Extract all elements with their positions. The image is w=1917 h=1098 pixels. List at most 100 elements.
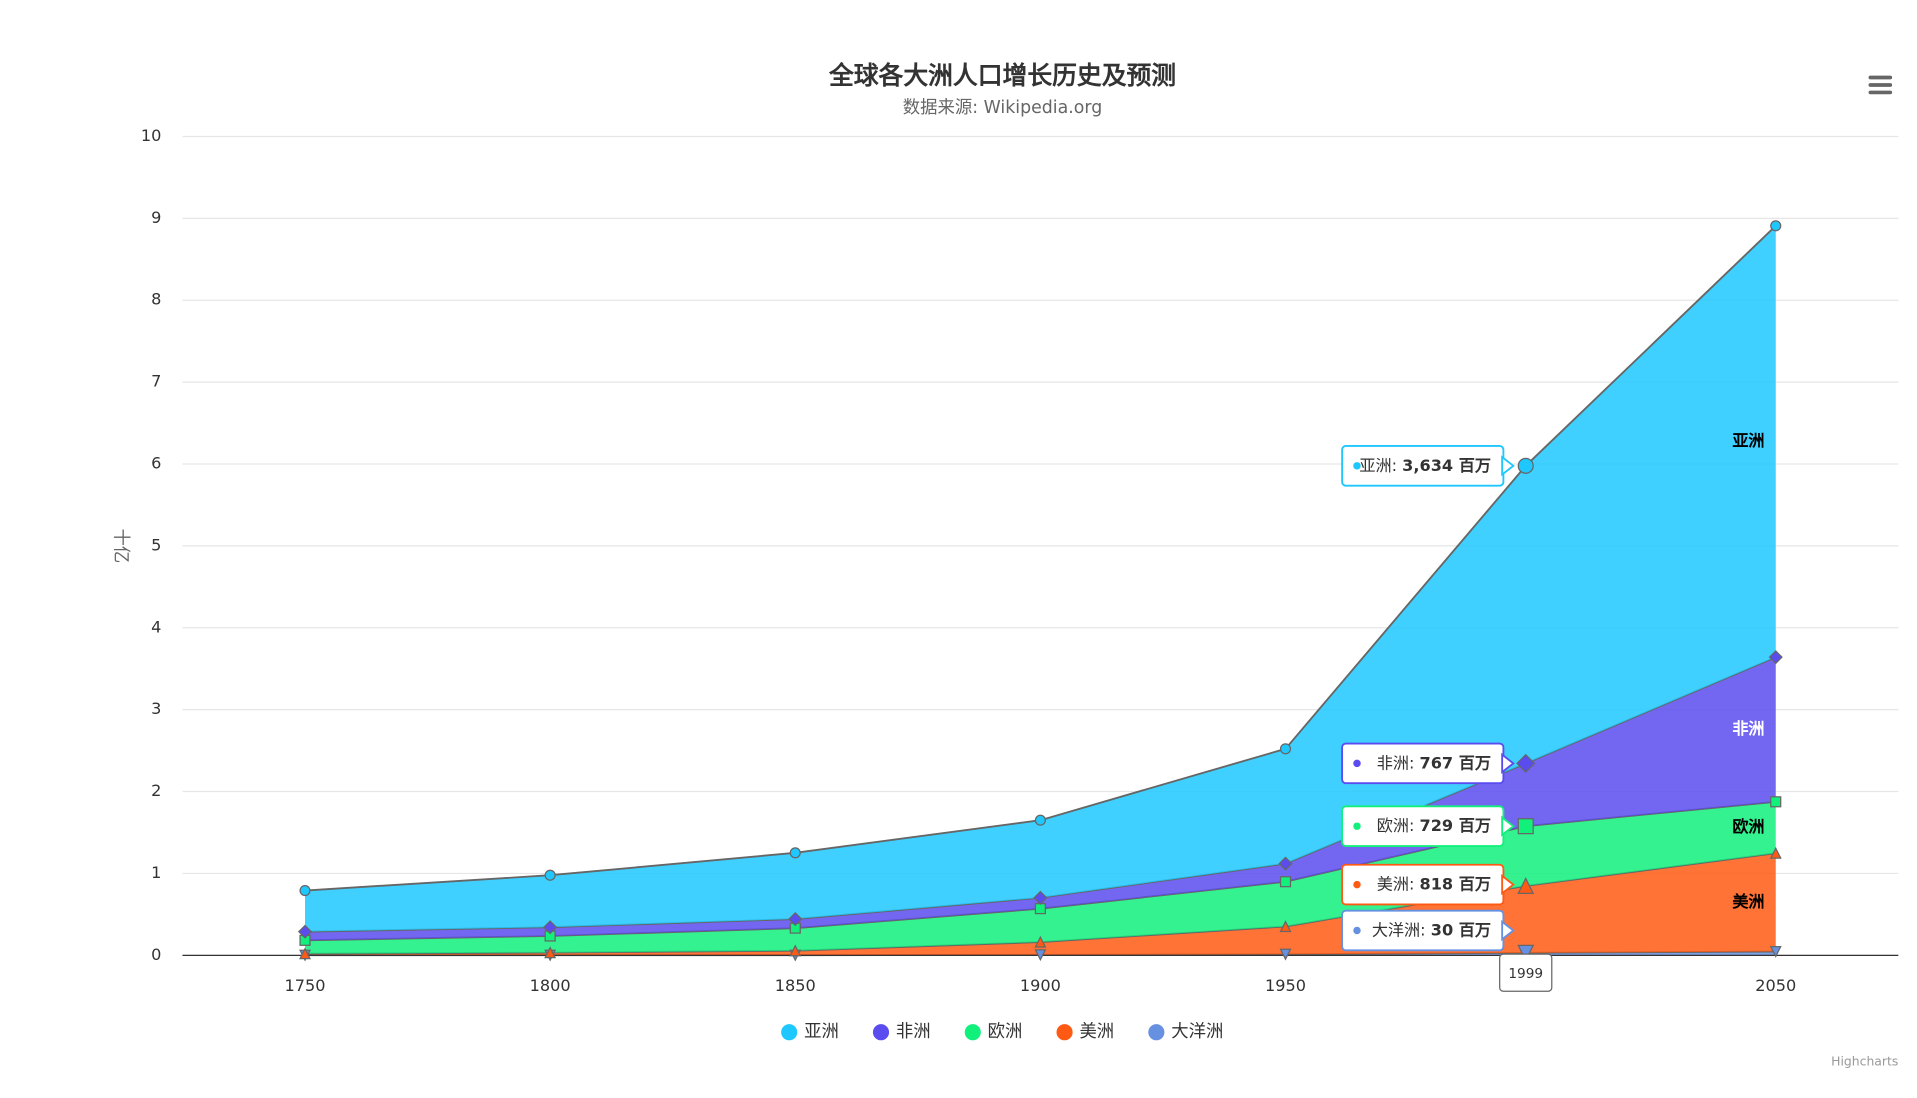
marker <box>1034 903 1046 915</box>
legend-item[interactable]: 欧洲 <box>964 1022 1023 1042</box>
tooltip-series: 非洲 <box>1377 753 1409 772</box>
x-tick-label: 2050 <box>1755 976 1796 995</box>
y-tick-label: 4 <box>151 617 161 636</box>
x-tooltip: 1999 <box>1499 953 1553 992</box>
x-tooltip-label: 1999 <box>1508 966 1543 982</box>
legend-label: 非洲 <box>896 1022 931 1042</box>
y-tick-label: 7 <box>151 372 161 391</box>
marker <box>297 924 313 939</box>
tooltip: 美洲: 818 百万 <box>1341 863 1515 906</box>
marker <box>1034 814 1046 826</box>
legend-symbol <box>781 1024 798 1041</box>
marker <box>1770 796 1782 808</box>
marker <box>1516 753 1536 773</box>
legend-item[interactable]: 美洲 <box>1056 1022 1115 1042</box>
menu-button[interactable] <box>1868 75 1893 95</box>
tooltip-text: 亚洲: 3,634 百万 <box>1359 455 1491 474</box>
tooltip-dot <box>1353 462 1361 470</box>
area-label: 美洲 <box>1732 892 1764 911</box>
marker <box>1517 877 1535 894</box>
legend-label: 欧洲 <box>988 1022 1023 1042</box>
legend-item[interactable]: 大洋洲 <box>1148 1022 1223 1042</box>
legend-label: 美洲 <box>1079 1022 1114 1042</box>
marker <box>1034 935 1047 948</box>
marker <box>789 944 802 957</box>
tooltip-text: 美洲: 818 百万 <box>1377 874 1491 893</box>
y-tick-label: 2 <box>151 781 161 800</box>
legend-symbol <box>1056 1024 1073 1041</box>
tooltip-pointer <box>1501 874 1515 896</box>
legend-item[interactable]: 非洲 <box>872 1022 931 1042</box>
tooltip-pointer <box>1501 815 1515 837</box>
tooltip-series: 大洋洲 <box>1372 920 1420 939</box>
y-tick-label: 3 <box>151 699 161 718</box>
y-tick-label: 9 <box>151 208 161 227</box>
tooltip-dot <box>1353 880 1361 889</box>
legend-label: 大洋洲 <box>1171 1022 1223 1042</box>
marker <box>1278 856 1293 871</box>
tooltip-text: 欧洲: 729 百万 <box>1377 816 1491 835</box>
tooltip-value: 729 百万 <box>1420 816 1491 835</box>
area-label: 非洲 <box>1732 719 1764 738</box>
tooltip-series: 欧洲 <box>1377 816 1409 835</box>
tooltip-text: 非洲: 767 百万 <box>1377 753 1491 772</box>
x-tick-label: 1850 <box>775 976 816 995</box>
marker <box>1033 890 1048 905</box>
tooltip-value: 30 百万 <box>1431 920 1491 939</box>
grid <box>182 135 1899 956</box>
menu-bar <box>1868 83 1893 87</box>
x-tick-label: 1950 <box>1265 976 1306 995</box>
marker <box>544 869 556 881</box>
y-tick-label: 8 <box>151 290 161 309</box>
x-tick-label: 1750 <box>285 976 326 995</box>
x-tooltip-box <box>1499 953 1553 992</box>
y-tick-label: 10 <box>141 126 162 145</box>
menu-bar <box>1868 75 1893 80</box>
legend-item[interactable]: 亚洲 <box>781 1022 839 1042</box>
tooltip-pointer <box>1501 455 1515 477</box>
marker <box>1769 846 1782 859</box>
tooltip: 大洋洲: 30 百万 <box>1341 909 1515 952</box>
y-axis-label: 十亿 <box>110 529 130 564</box>
tooltip: 亚洲: 3,634 百万 <box>1341 445 1515 487</box>
tooltip-text: 大洋洲: 30 百万 <box>1372 920 1491 939</box>
marker <box>1034 949 1047 962</box>
tooltip-pointer <box>1501 919 1515 942</box>
marker <box>789 847 801 859</box>
marker <box>299 947 311 960</box>
tooltip-value: 818 百万 <box>1420 874 1491 893</box>
y-tick-label: 0 <box>151 945 161 964</box>
marker <box>543 920 558 935</box>
marker <box>299 884 311 897</box>
marker <box>544 946 557 959</box>
tooltip: 欧洲: 729 百万 <box>1341 805 1515 847</box>
tooltip-series: 亚洲 <box>1359 455 1391 474</box>
marker <box>1517 457 1534 474</box>
legend-label: 亚洲 <box>804 1022 839 1042</box>
menu-bar <box>1868 90 1893 95</box>
y-tick-label: 5 <box>151 535 161 554</box>
credits[interactable]: Highcharts <box>1831 1054 1898 1069</box>
marker <box>1279 876 1292 888</box>
marker <box>1279 920 1292 933</box>
tooltip: 非洲: 767 百万 <box>1341 742 1515 785</box>
marker <box>788 911 803 927</box>
y-tick-label: 1 <box>151 863 161 882</box>
marker <box>1768 650 1783 665</box>
area-label: 欧洲 <box>1732 817 1764 836</box>
tooltip-pointer <box>1501 752 1515 774</box>
area-label: 亚洲 <box>1732 431 1764 450</box>
x-tick-label: 1800 <box>530 976 571 995</box>
legend: 亚洲 非洲 欧洲 美洲 大洋洲 <box>781 1022 1223 1042</box>
legend-symbol <box>1148 1024 1165 1041</box>
marker <box>1517 818 1534 835</box>
area <box>305 657 1776 941</box>
marker <box>1769 945 1782 958</box>
marker <box>1517 944 1535 962</box>
y-tick-label: 6 <box>151 454 161 473</box>
tooltip-series: 美洲 <box>1377 874 1409 893</box>
tooltip-dot <box>1353 759 1361 768</box>
tooltip-dot <box>1353 822 1361 830</box>
tooltip-value: 767 百万 <box>1420 753 1491 772</box>
